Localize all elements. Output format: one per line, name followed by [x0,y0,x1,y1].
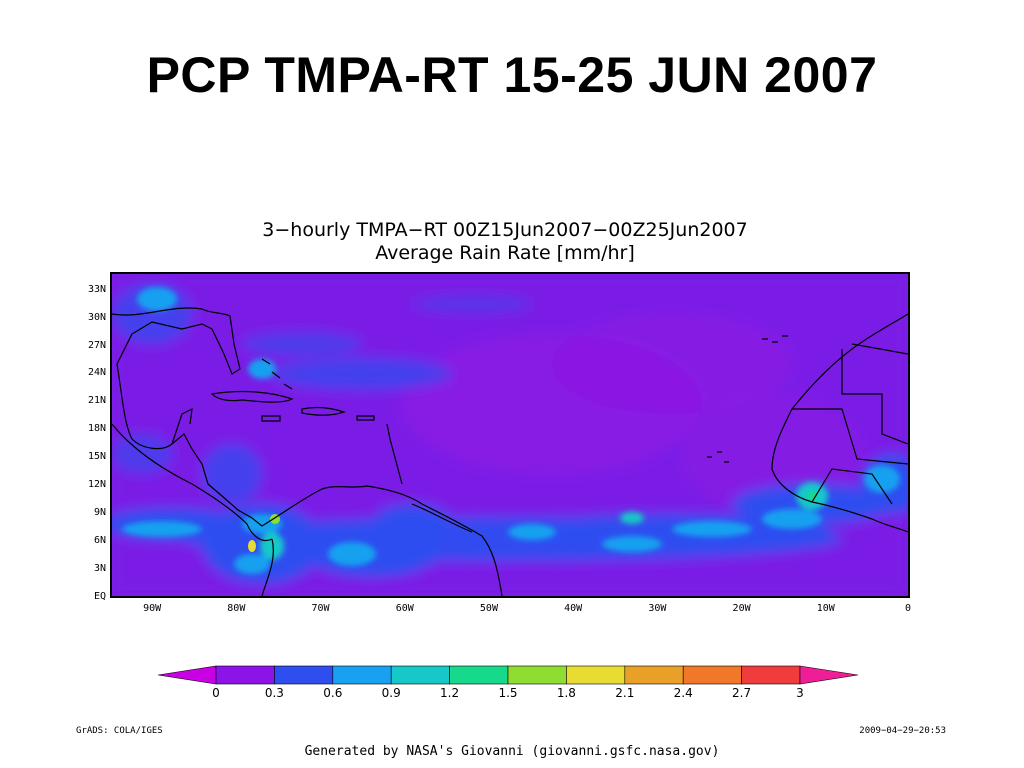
lat-tick-label: 3N [93,563,106,575]
colorbar-label: 1.5 [498,686,518,700]
lon-tick-label: 0 [904,603,912,614]
lat-tick-label: 18N [87,423,106,435]
lon-tick-label: 30W [648,603,667,614]
colorbar-label: 0 [212,686,220,700]
colorbar-label: 2.4 [673,686,693,700]
colorbar-label: 1.2 [440,686,460,700]
grads-credit: GrADS: COLA/IGES [76,726,163,736]
lon-tick-label: 10W [816,603,835,614]
colorbar-label: 1.8 [556,686,576,700]
colorbar-swatch [390,665,450,685]
coastlines [112,307,908,596]
lat-tick-label: 12N [87,479,106,491]
colorbar-swatch [215,665,275,685]
colorbar-swatch [682,665,742,685]
colorbar-arrow-high [799,665,859,685]
lon-tick-label: 90W [143,603,162,614]
plot-title: 3−hourly TMPA−RT 00Z15Jun2007−00Z25Jun20… [262,219,748,241]
lat-tick-label: EQ [93,591,106,602]
lon-tick-label: 50W [479,603,498,614]
colorbar-swatch [274,665,334,685]
colorbar [158,665,859,685]
lat-tick-label: 6N [93,535,106,547]
lat-tick-label: 21N [87,395,106,407]
plot-subtitle: Average Rain Rate [mm/hr] [375,242,635,264]
giovanni-footer: Generated by NASA's Giovanni (giovanni.g… [304,744,720,759]
colorbar-label: 0.9 [381,686,401,700]
lon-tick-label: 40W [564,603,583,614]
lon-tick-label: 80W [227,603,246,614]
lon-tick-label: 20W [732,603,751,614]
lat-tick-label: 27N [87,339,106,351]
colorbar-label: 2.7 [732,686,752,700]
map-canvas [112,274,908,596]
lat-tick-label: 33N [87,283,106,295]
colorbar-swatch [449,665,509,685]
lat-tick-label: 15N [87,451,106,463]
colorbar-label: 0.3 [264,686,284,700]
colorbar-label: 3 [796,686,804,700]
colorbar-arrow-low [158,665,217,685]
colorbar-label: 2.1 [615,686,635,700]
colorbar-swatch [624,665,684,685]
rain-rate-map [110,272,910,598]
generated-timestamp: 2009−04−29−20:53 [859,726,946,736]
slide-title: PCP TMPA-RT 15-25 JUN 2007 [146,47,878,103]
lon-tick-label: 60W [395,603,414,614]
colorbar-swatch [566,665,626,685]
colorbar-label: 0.6 [323,686,343,700]
colorbar-swatch [741,665,801,685]
colorbar-swatch [507,665,567,685]
lat-tick-label: 9N [93,507,106,519]
lat-tick-label: 24N [87,367,106,379]
lon-tick-label: 70W [311,603,330,614]
colorbar-swatch [332,665,392,685]
lat-tick-label: 30N [87,311,106,323]
